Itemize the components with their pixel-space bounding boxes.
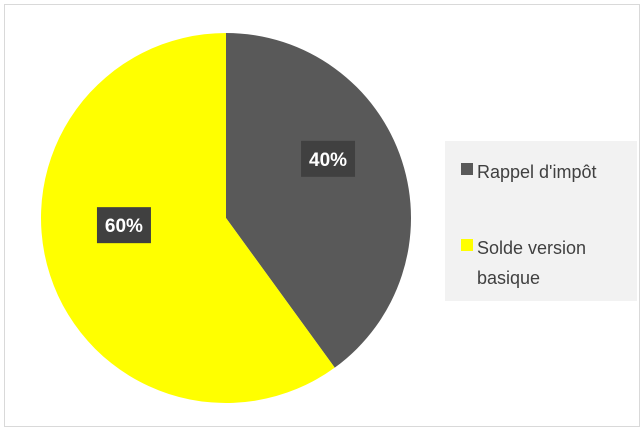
chart-area: 40% 60% Rappel d'impôt Solde version basi…: [4, 4, 640, 427]
legend: Rappel d'impôt Solde version basique: [445, 141, 637, 301]
pie-chart: 40% 60%: [41, 33, 411, 404]
data-label-box-rappel-impot: [301, 140, 356, 177]
legend-item-rappel-impot: Rappel d'impôt: [461, 157, 627, 187]
legend-label-rappel-impot: Rappel d'impôt: [477, 162, 597, 182]
data-label-text-solde-version-basique: 60%: [105, 216, 143, 237]
legend-swatch-solde-version-basique: [461, 239, 473, 251]
legend-label-solde-version-basique: Solde version basique: [477, 238, 587, 288]
legend-swatch-rappel-impot: [461, 163, 473, 175]
data-label-text-rappel-impot: 40%: [309, 150, 347, 171]
data-label-box-solde-version-basique: [96, 207, 151, 244]
pie-slice-solde-version-basique: [41, 33, 335, 404]
data-label-solde-version-basique: 60%: [96, 207, 151, 244]
data-label-rappel-impot: 40%: [301, 140, 356, 177]
legend-item-solde-version-basique: Solde version basique: [461, 233, 627, 293]
pie-slice-rappel-impot: [226, 33, 411, 368]
